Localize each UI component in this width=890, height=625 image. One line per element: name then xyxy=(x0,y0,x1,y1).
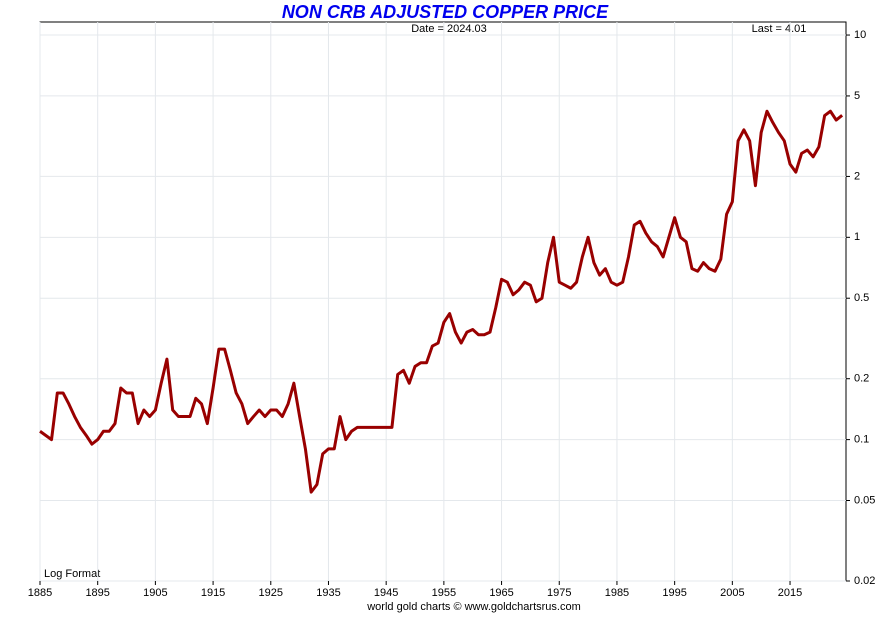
log-format-label: Log Format xyxy=(44,568,100,580)
x-tick-label: 1935 xyxy=(316,587,340,599)
x-tick-label: 1895 xyxy=(85,587,109,599)
plot-frame xyxy=(39,21,847,582)
y-tick-label: 0.2 xyxy=(854,373,869,385)
x-tick-label: 1965 xyxy=(489,587,513,599)
date-annotation: Date = 2024.03 xyxy=(411,23,487,35)
y-tick-label: 0.1 xyxy=(854,434,869,446)
price-line xyxy=(39,109,844,494)
y-tick-label: 0.5 xyxy=(854,292,869,304)
last-annotation: Last = 4.01 xyxy=(752,23,807,35)
grid xyxy=(39,22,846,582)
y-tick-label: 0.02 xyxy=(854,575,875,587)
x-tick-label: 1915 xyxy=(201,587,225,599)
x-tick-label: 1975 xyxy=(547,587,571,599)
x-tick-label: 1905 xyxy=(143,587,167,599)
x-tick-label: 2005 xyxy=(720,587,744,599)
y-tick-label: 5 xyxy=(854,90,860,102)
y-tick-label: 0.05 xyxy=(854,494,875,506)
footer: world gold charts © www.goldchartsrus.co… xyxy=(366,601,581,613)
x-tick-label: 2015 xyxy=(778,587,802,599)
x-tick-label: 1995 xyxy=(662,587,686,599)
x-tick-label: 1885 xyxy=(28,587,52,599)
y-tick-label: 10 xyxy=(854,29,866,41)
x-tick-label: 1985 xyxy=(605,587,629,599)
y-tick-label: 2 xyxy=(854,170,860,182)
x-tick-label: 1925 xyxy=(259,587,283,599)
chart-title: NON CRB ADJUSTED COPPER PRICE xyxy=(282,2,609,22)
x-tick-label: 1955 xyxy=(432,587,456,599)
x-tick-label: 1945 xyxy=(374,587,398,599)
lines xyxy=(39,109,844,494)
y-tick-label: 1 xyxy=(854,231,860,243)
